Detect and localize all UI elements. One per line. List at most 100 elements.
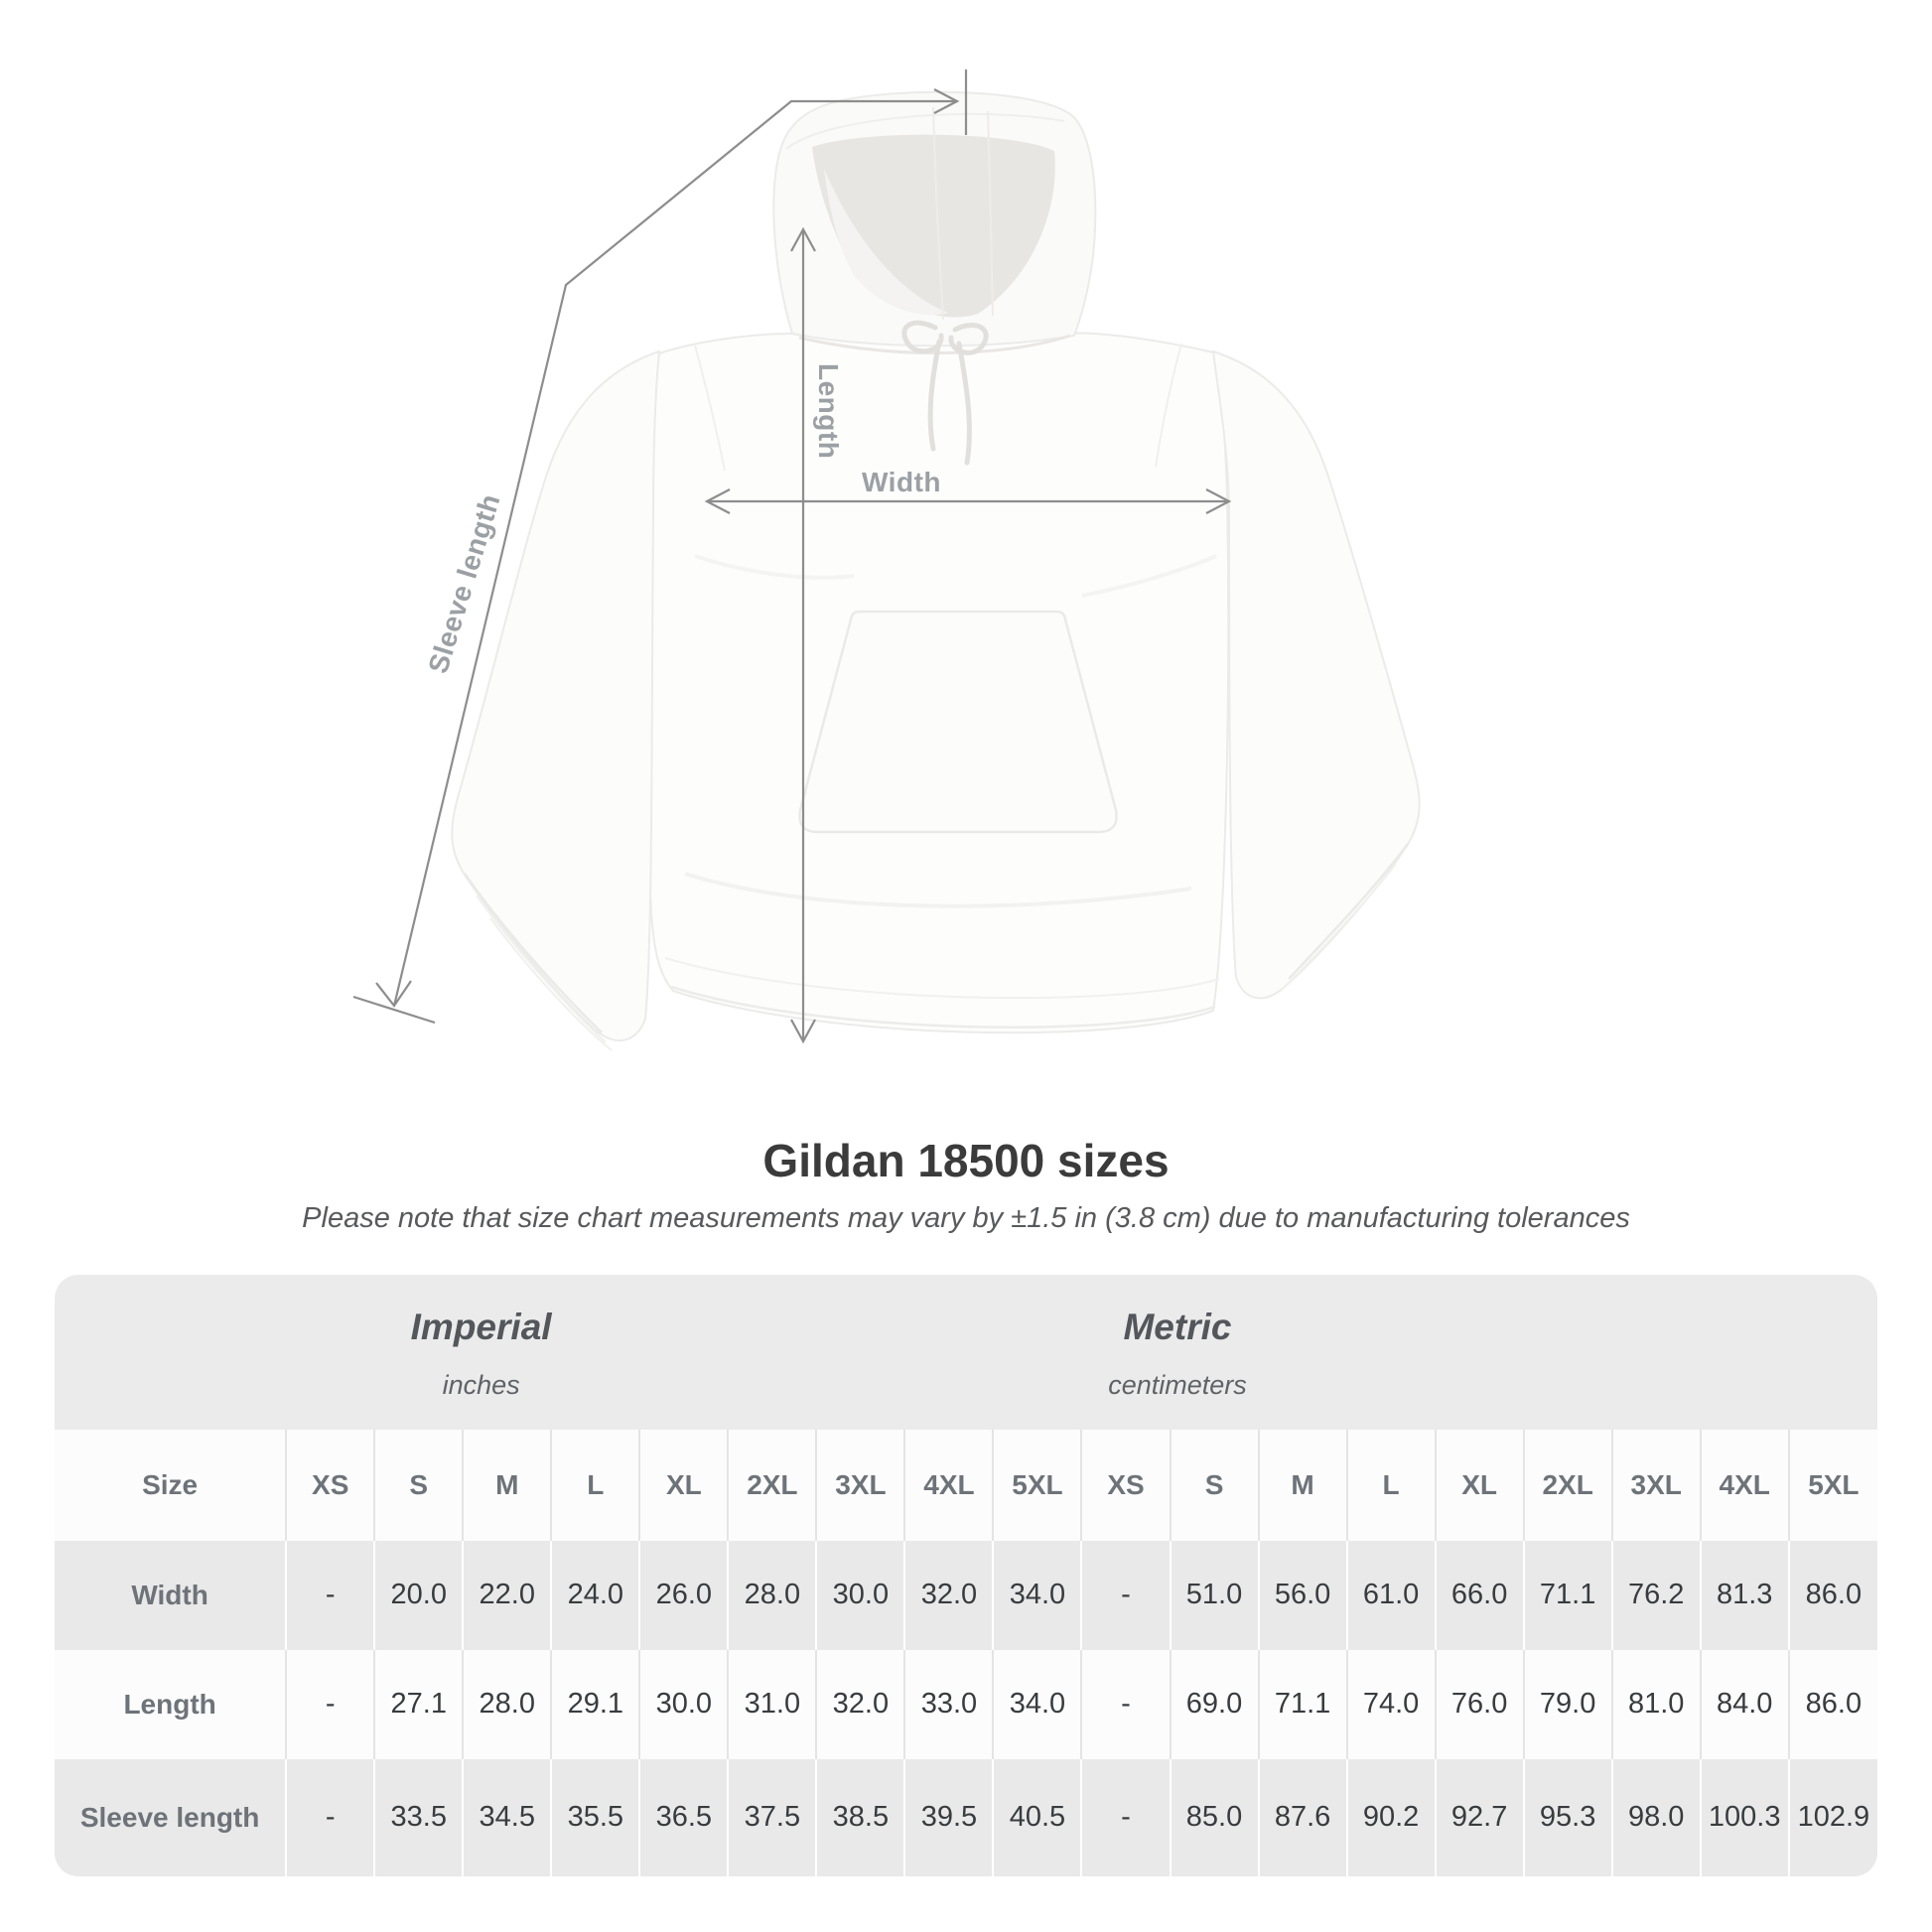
- sleeve-length-value-cell: 98.0: [1610, 1758, 1701, 1876]
- length-value-cell: 84.0: [1699, 1649, 1789, 1759]
- hoodie-right-sleeve: [1211, 349, 1421, 1000]
- size-header-cell: XS: [285, 1429, 375, 1541]
- table-row-width: Width -20.0 22.0 24.0 26.0 28.0 30.0 32.0 34.0-…: [55, 1540, 1877, 1650]
- sizes-table: Size XS S M L XL 2XL 3XL 4XL 5XL XS S M L XL 2XL 3XL 4XL…: [55, 1429, 1877, 1876]
- sleeve-length-arrow: [352, 69, 968, 1025]
- length-label: Length: [813, 363, 844, 460]
- width-value-cell: 86.0: [1787, 1540, 1877, 1650]
- sleeve-length-value-cell: -: [285, 1758, 375, 1876]
- hoodie-measurement-diagram: Length Width Sleeve length: [352, 69, 1421, 1051]
- width-value-cell: 30.0: [815, 1540, 905, 1650]
- size-table: Imperial inches Metric centimeters Size …: [55, 1274, 1877, 1876]
- table-row-sleeve-length: Sleeve length -33.5 34.5 35.5 36.5 37.5 38.5 3…: [55, 1758, 1877, 1876]
- length-value-cell: 28.0: [462, 1649, 552, 1759]
- length-value-cell: 27.1: [373, 1649, 464, 1759]
- size-header-cell: L: [1345, 1429, 1436, 1541]
- sleeve-length-value-cell: -: [1080, 1758, 1171, 1876]
- size-header-cell: 2XL: [727, 1429, 817, 1541]
- size-header-cell: S: [373, 1429, 464, 1541]
- size-header-cell: S: [1169, 1429, 1259, 1541]
- imperial-label: Imperial: [410, 1306, 552, 1347]
- width-value-cell: 81.3: [1699, 1540, 1789, 1650]
- size-header-cell: M: [1257, 1429, 1347, 1541]
- table-row-length: Length -27.1 28.0 29.1 30.0 31.0 32.0 33.0 34.0…: [55, 1649, 1877, 1759]
- sleeve-length-value-cell: 33.5: [373, 1758, 464, 1876]
- width-value-cell: 20.0: [373, 1540, 464, 1650]
- width-value-cell: 26.0: [638, 1540, 729, 1650]
- sleeve-length-value-cell: 38.5: [815, 1758, 905, 1876]
- length-value-cell: 79.0: [1522, 1649, 1612, 1759]
- width-value-cell: 56.0: [1257, 1540, 1347, 1650]
- sleeve-length-value-cell: 39.5: [903, 1758, 994, 1876]
- sleeve-length-value-cell: 36.5: [638, 1758, 729, 1876]
- size-header-cell: XL: [1434, 1429, 1524, 1541]
- size-header-cell: 4XL: [903, 1429, 994, 1541]
- length-value-cell: -: [1080, 1649, 1171, 1759]
- size-header-cell: M: [462, 1429, 552, 1541]
- sleeve-length-value-cell: 100.3: [1699, 1758, 1789, 1876]
- row-label-sleeve-length: Sleeve length: [55, 1758, 287, 1876]
- width-value-cell: -: [1080, 1540, 1171, 1650]
- page-subtitle: Please note that size chart measurements…: [302, 1201, 1630, 1234]
- size-column-header: Size: [55, 1429, 287, 1541]
- row-label-length: Length: [55, 1649, 287, 1759]
- length-value-cell: 31.0: [727, 1649, 817, 1759]
- sleeve-length-value-cell: 95.3: [1522, 1758, 1612, 1876]
- imperial-unit-label: inches: [442, 1369, 520, 1400]
- width-value-cell: 34.0: [992, 1540, 1082, 1650]
- unit-band: Imperial inches Metric centimeters: [55, 1275, 1877, 1430]
- size-header-row: Size XS S M L XL 2XL 3XL 4XL 5XL XS S M L XL 2XL 3XL 4XL…: [55, 1429, 1877, 1541]
- sleeve-length-value-cell: 102.9: [1787, 1758, 1877, 1876]
- sleeve-length-value-cell: 85.0: [1169, 1758, 1259, 1876]
- width-value-cell: 32.0: [903, 1540, 994, 1650]
- unit-group-imperial: Imperial inches: [411, 1307, 552, 1401]
- page-title: Gildan 18500 sizes: [762, 1135, 1170, 1186]
- width-value-cell: 61.0: [1345, 1540, 1436, 1650]
- size-header-cell: 4XL: [1699, 1429, 1789, 1541]
- sleeve-length-value-cell: 87.6: [1257, 1758, 1347, 1876]
- metric-unit-label: centimeters: [1108, 1369, 1247, 1400]
- length-value-cell: 69.0: [1169, 1649, 1259, 1759]
- title-block: Gildan 18500 sizes Please note that size…: [0, 1136, 1932, 1235]
- width-value-cell: 71.1: [1522, 1540, 1612, 1650]
- hoodie-hood: [772, 90, 1097, 355]
- width-value-cell: 76.2: [1610, 1540, 1701, 1650]
- width-value-cell: -: [285, 1540, 375, 1650]
- width-value-cell: 51.0: [1169, 1540, 1259, 1650]
- length-value-cell: 86.0: [1787, 1649, 1877, 1759]
- width-value-cell: 66.0: [1434, 1540, 1524, 1650]
- hoodie-pocket: [798, 610, 1118, 834]
- size-header-cell: 3XL: [815, 1429, 905, 1541]
- length-value-cell: 30.0: [638, 1649, 729, 1759]
- size-header-cell: L: [550, 1429, 640, 1541]
- width-value-cell: 22.0: [462, 1540, 552, 1650]
- width-value-cell: 28.0: [727, 1540, 817, 1650]
- width-label: Width: [862, 467, 941, 497]
- length-value-cell: -: [285, 1649, 375, 1759]
- hoodie-illustration: [352, 69, 1421, 1051]
- sleeve-length-value-cell: 90.2: [1345, 1758, 1436, 1876]
- size-header-cell: 5XL: [1787, 1429, 1877, 1541]
- length-value-cell: 33.0: [903, 1649, 994, 1759]
- length-arrow: [790, 226, 816, 1044]
- size-header-cell: XL: [638, 1429, 729, 1541]
- length-value-cell: 32.0: [815, 1649, 905, 1759]
- length-value-cell: 81.0: [1610, 1649, 1701, 1759]
- row-label-width: Width: [55, 1540, 287, 1650]
- size-header-cell: XS: [1080, 1429, 1171, 1541]
- sleeve-length-value-cell: 35.5: [550, 1758, 640, 1876]
- size-header-cell: 5XL: [992, 1429, 1082, 1541]
- length-value-cell: 29.1: [550, 1649, 640, 1759]
- length-value-cell: 74.0: [1345, 1649, 1436, 1759]
- metric-label: Metric: [1123, 1306, 1232, 1347]
- length-value-cell: 71.1: [1257, 1649, 1347, 1759]
- length-value-cell: 34.0: [992, 1649, 1082, 1759]
- sleeve-length-value-cell: 37.5: [727, 1758, 817, 1876]
- hoodie-left-sleeve: [451, 349, 661, 1051]
- sleeve-length-value-cell: 92.7: [1434, 1758, 1524, 1876]
- sleeve-length-value-cell: 40.5: [992, 1758, 1082, 1876]
- hoodie-drawstrings: [901, 320, 989, 466]
- sleeve-length-value-cell: 34.5: [462, 1758, 552, 1876]
- size-header-cell: 3XL: [1610, 1429, 1701, 1541]
